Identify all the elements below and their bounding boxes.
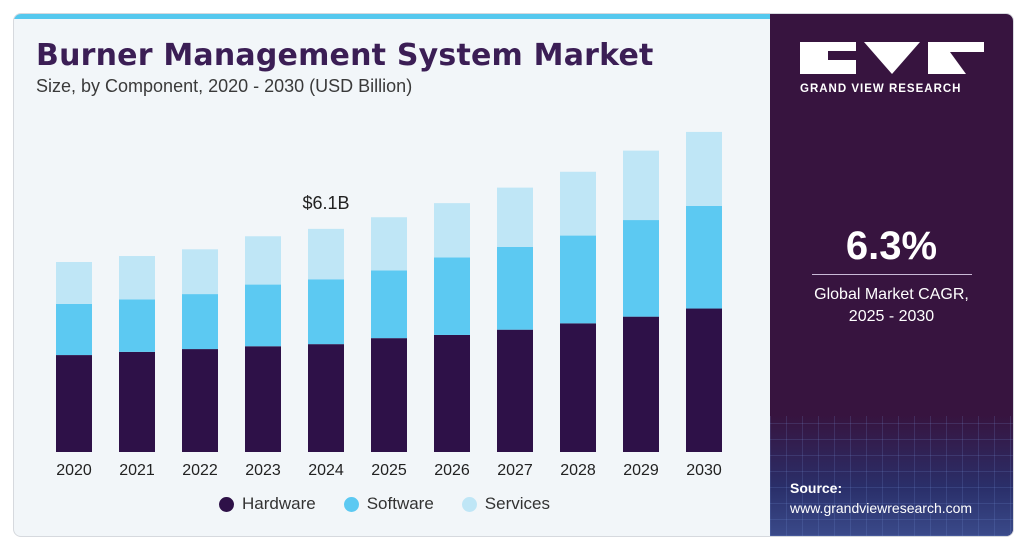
- decorative-grid: [770, 416, 1013, 536]
- bar-software-2020: [56, 303, 92, 356]
- bar-services-2021: [119, 256, 155, 300]
- bar-software-2021: [119, 299, 155, 352]
- chart-legend: Hardware Software Services: [219, 494, 550, 514]
- bar-software-2027: [497, 246, 533, 330]
- legend-swatch-services: [461, 496, 477, 512]
- legend-swatch-software: [343, 496, 359, 512]
- bar-services-2026: [434, 203, 470, 258]
- x-tick-label-2027: 2027: [497, 462, 533, 479]
- bar-software-2028: [560, 235, 596, 324]
- bar-software-2022: [182, 294, 218, 350]
- bar-software-2025: [371, 270, 407, 339]
- legend-label-services: Services: [484, 494, 550, 513]
- chart-title: Burner Management System Market: [36, 38, 654, 73]
- chart-subtitle: Size, by Component, 2020 - 2030 (USD Bil…: [36, 76, 413, 96]
- infographic-card: Burner Management System Market Size, by…: [13, 13, 1014, 537]
- bar-hardware-2021: [119, 351, 155, 452]
- bar-hardware-2026: [434, 334, 470, 452]
- company-logo: GRAND VIEW RESEARCH: [800, 42, 986, 95]
- cagr-label: Global Market CAGR, 2025 - 2030: [770, 284, 1013, 328]
- bar-hardware-2023: [245, 346, 281, 452]
- bar-software-2024: [308, 279, 344, 345]
- bar-software-2026: [434, 257, 470, 335]
- logo-mark-g: [800, 42, 856, 74]
- cagr-value: 6.3%: [845, 224, 938, 268]
- bar-hardware-2020: [56, 355, 92, 452]
- bar-software-2030: [686, 205, 722, 309]
- x-tick-label-2029: 2029: [623, 462, 659, 479]
- bar-hardware-2027: [497, 329, 533, 452]
- logo-mark-r: [928, 42, 984, 74]
- cagr-divider: [812, 274, 972, 275]
- bar-hardware-2029: [623, 316, 659, 452]
- bar-services-2025: [371, 217, 407, 271]
- source-url[interactable]: www.grandviewresearch.com: [790, 500, 973, 516]
- bar-hardware-2028: [560, 323, 596, 452]
- x-tick-label-2026: 2026: [434, 462, 470, 479]
- x-tick-label-2022: 2022: [182, 462, 218, 479]
- bar-software-2023: [245, 284, 281, 347]
- source-block: Source: www.grandviewresearch.com: [790, 478, 972, 518]
- bar-services-2023: [245, 236, 281, 285]
- legend-item-hardware: Hardware: [219, 494, 316, 514]
- bar-hardware-2025: [371, 338, 407, 452]
- bar-services-2022: [182, 249, 218, 295]
- legend-label-hardware: Hardware: [242, 494, 316, 513]
- bar-chart: 2020 2021 2022 2023 2024 $6.1B 2025 2026 2027 202…: [56, 131, 722, 479]
- cagr-label-line1: Global Market CAGR,: [814, 286, 969, 303]
- x-tick-label-2023: 2023: [245, 462, 281, 479]
- bar-hardware-2022: [182, 349, 218, 452]
- bar-services-2028: [560, 171, 596, 236]
- x-tick-label-2024: 2024: [308, 462, 344, 479]
- legend-label-software: Software: [366, 494, 434, 513]
- logo-mark-v: [864, 42, 920, 74]
- accent-bar: [14, 14, 770, 19]
- logo-text: GRAND VIEW RESEARCH: [800, 83, 962, 95]
- sidebar-panel: GRAND VIEW RESEARCH 6.3% Global Market C…: [770, 14, 1013, 536]
- legend-item-software: Software: [343, 494, 434, 514]
- x-tick-label-2030: 2030: [686, 462, 722, 479]
- bar-services-2030: [686, 131, 722, 206]
- x-tick-label-2020: 2020: [56, 462, 92, 479]
- cagr-label-line2: 2025 - 2030: [848, 308, 935, 325]
- bar-software-2029: [623, 220, 659, 317]
- bar-annotation-2024: $6.1B: [302, 193, 349, 213]
- x-tick-label-2021: 2021: [119, 462, 155, 479]
- legend-item-services: Services: [461, 494, 550, 514]
- logo-marks: [800, 42, 986, 74]
- bar-services-2029: [623, 150, 659, 221]
- legend-swatch-hardware: [219, 496, 234, 512]
- source-label: Source:: [790, 480, 843, 496]
- bar-services-2027: [497, 187, 533, 247]
- bar-services-2020: [56, 262, 92, 304]
- bar-services-2024: [308, 228, 344, 280]
- x-tick-label-2025: 2025: [371, 462, 407, 479]
- x-tick-label-2028: 2028: [560, 462, 596, 479]
- bar-hardware-2030: [686, 308, 722, 452]
- bar-hardware-2024: [308, 344, 344, 452]
